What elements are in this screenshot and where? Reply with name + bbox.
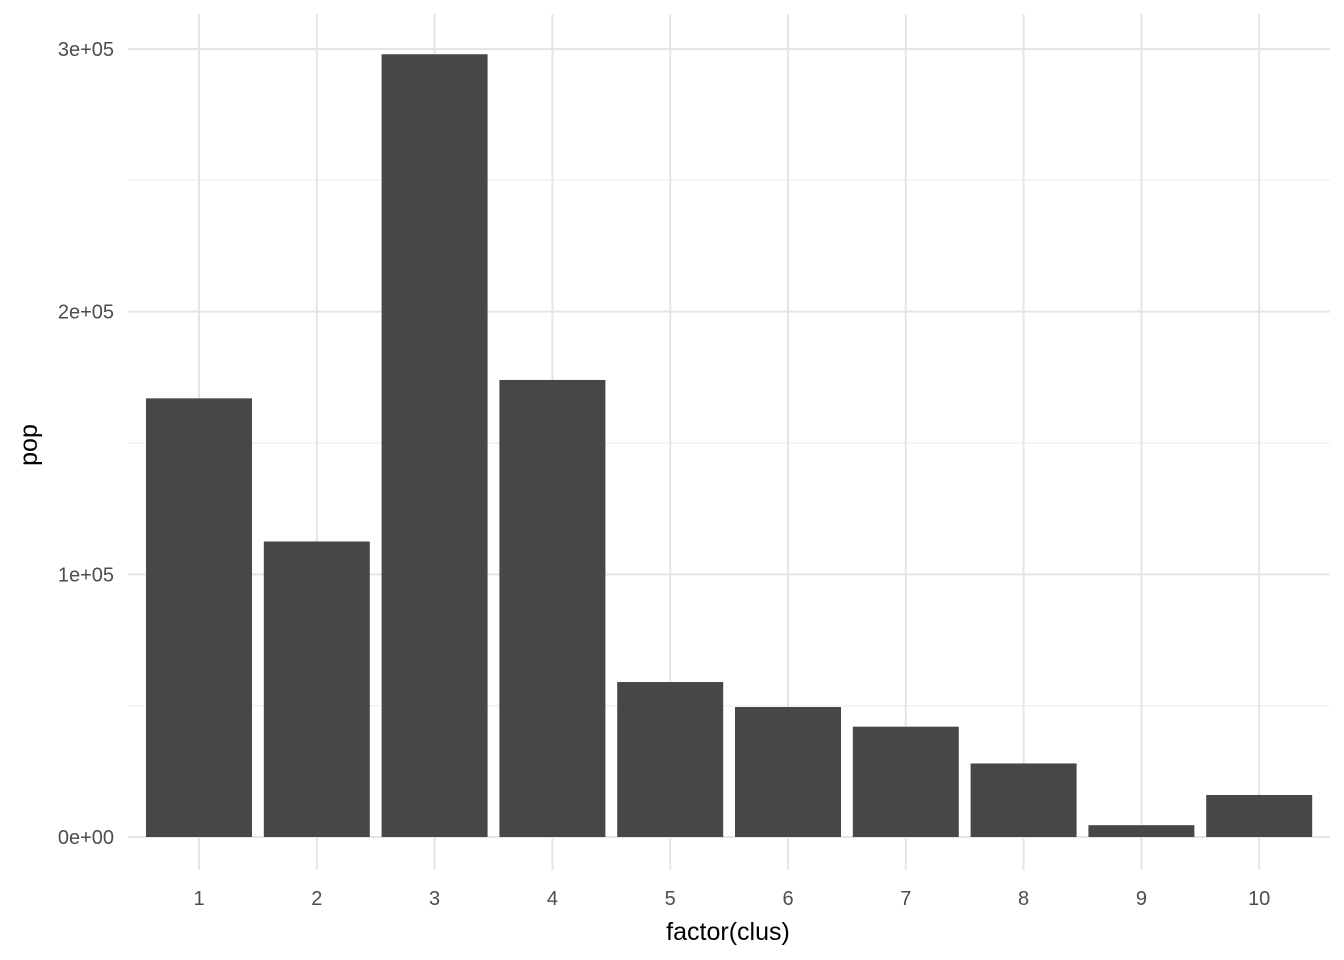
- x-tick-label: 1: [193, 888, 204, 910]
- x-tick-label: 9: [1136, 888, 1147, 910]
- bar-3: [381, 54, 488, 837]
- x-tick-label: 10: [1248, 888, 1270, 910]
- bar-8: [970, 763, 1077, 837]
- x-tick-label: 7: [900, 888, 911, 910]
- bar-6: [735, 706, 841, 837]
- bar-9: [1088, 825, 1195, 837]
- bar-7: [852, 726, 959, 837]
- bars: [146, 54, 1313, 837]
- x-tick-label: 4: [547, 888, 558, 910]
- x-tick-label: 5: [665, 888, 676, 910]
- bar-4: [499, 379, 606, 837]
- bar-10: [1206, 794, 1313, 837]
- y-tick-label: 2e+05: [58, 302, 114, 324]
- tick-labels: 0e+00 1e+05 2e+05 3e+05 1 2 3 4 5 6 7 8 9 10: [58, 39, 1270, 910]
- x-tick-label: 2: [311, 888, 322, 910]
- y-axis-title: pop: [15, 424, 43, 466]
- y-tick-label: 3e+05: [58, 39, 114, 61]
- y-tick-label: 0e+00: [58, 827, 114, 849]
- x-axis-title: factor(clus): [666, 918, 790, 946]
- y-tick-label: 1e+05: [58, 564, 114, 586]
- bar-1: [146, 398, 252, 837]
- x-tick-label: 6: [782, 888, 793, 910]
- bar-5: [617, 682, 724, 837]
- bar-2: [263, 541, 370, 837]
- x-tick-label: 3: [429, 888, 440, 910]
- x-tick-label: 8: [1018, 888, 1029, 910]
